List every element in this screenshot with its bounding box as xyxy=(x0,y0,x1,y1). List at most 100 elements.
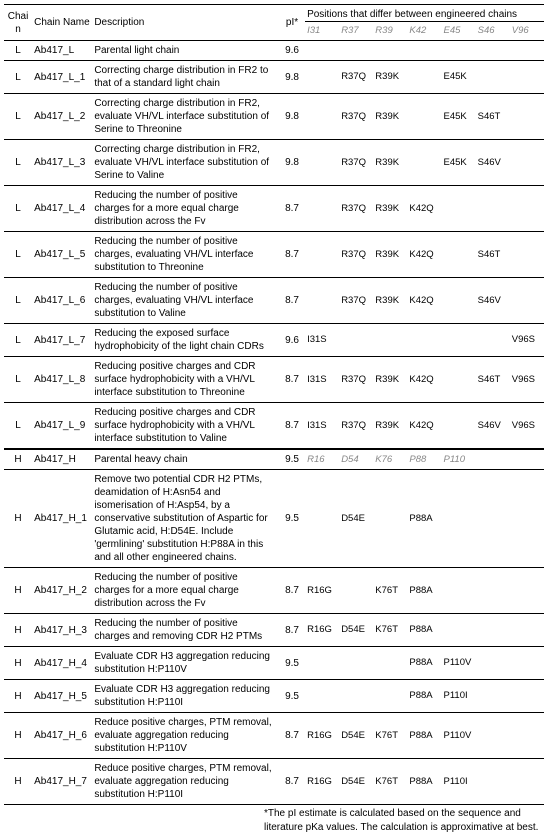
cell-pi: 9.8 xyxy=(279,140,305,186)
cell-pos: R39K xyxy=(373,403,407,450)
table-row: LAb417_L_3Correcting charge distribution… xyxy=(4,140,544,186)
cell-pos xyxy=(476,647,510,680)
pos-header-light-2: R39 xyxy=(373,22,407,41)
table-row: HAb417_H_7Reduce positive charges, PTM r… xyxy=(4,759,544,805)
cell-pos: R39K xyxy=(373,357,407,403)
cell-pos xyxy=(476,713,510,759)
cell-pos xyxy=(476,324,510,357)
cell-pos: I31S xyxy=(305,403,339,450)
cell-pi: 8.7 xyxy=(279,278,305,324)
cell-chain: H xyxy=(4,449,32,470)
cell-pos xyxy=(510,232,544,278)
cell-pos xyxy=(305,470,339,568)
pos-header-heavy-6 xyxy=(510,449,544,470)
pos-header-heavy-4: P110 xyxy=(442,449,476,470)
cell-pos: P88A xyxy=(407,647,441,680)
pos-header-heavy-2: K76 xyxy=(373,449,407,470)
cell-desc: Reducing the exposed surface hydrophobic… xyxy=(92,324,279,357)
cell-pos: K42Q xyxy=(407,232,441,278)
cell-pos: K76T xyxy=(373,568,407,614)
pos-header-light-6: V96 xyxy=(510,22,544,41)
cell-pos xyxy=(510,470,544,568)
cell-pos xyxy=(305,140,339,186)
cell-pos xyxy=(442,41,476,61)
cell-pos xyxy=(407,61,441,94)
cell-pos xyxy=(510,759,544,805)
cell-pi: 9.5 xyxy=(279,647,305,680)
cell-chain: L xyxy=(4,94,32,140)
cell-pos: S46T xyxy=(476,232,510,278)
cell-pos: S46T xyxy=(476,94,510,140)
cell-pos xyxy=(442,324,476,357)
table-row: LAb417_L_9Reducing positive charges and … xyxy=(4,403,544,450)
cell-pi: 9.6 xyxy=(279,41,305,61)
cell-name: Ab417_L_9 xyxy=(32,403,92,450)
cell-pos xyxy=(305,41,339,61)
cell-pos: R37Q xyxy=(339,357,373,403)
cell-pos: D54E xyxy=(339,614,373,647)
cell-pos xyxy=(305,186,339,232)
pos-header-light-5: S46 xyxy=(476,22,510,41)
cell-pi: 9.5 xyxy=(279,449,305,470)
cell-pos: R37Q xyxy=(339,232,373,278)
cell-pos xyxy=(339,324,373,357)
cell-pos: R37Q xyxy=(339,186,373,232)
cell-pos: E45K xyxy=(442,94,476,140)
cell-pos: R37Q xyxy=(339,403,373,450)
cell-pos xyxy=(442,470,476,568)
cell-pos: R39K xyxy=(373,186,407,232)
pos-header-heavy-5 xyxy=(476,449,510,470)
cell-name: Ab417_L_6 xyxy=(32,278,92,324)
col-header-description: Description xyxy=(92,5,279,41)
cell-name: Ab417_L_4 xyxy=(32,186,92,232)
cell-pos xyxy=(510,94,544,140)
cell-pos xyxy=(476,759,510,805)
cell-chain: L xyxy=(4,41,32,61)
cell-pos xyxy=(407,94,441,140)
cell-desc: Correcting charge distribution in FR2, e… xyxy=(92,94,279,140)
cell-pos xyxy=(476,61,510,94)
cell-pos xyxy=(305,278,339,324)
cell-pos xyxy=(442,232,476,278)
cell-pos: S46V xyxy=(476,278,510,324)
cell-pos xyxy=(510,647,544,680)
cell-desc: Reducing the number of positive charges,… xyxy=(92,278,279,324)
cell-pos: P88A xyxy=(407,568,441,614)
cell-desc: Reducing the number of positive charges … xyxy=(92,186,279,232)
cell-chain: H xyxy=(4,759,32,805)
cell-pos: R16G xyxy=(305,568,339,614)
table-header-row: Chain Chain Name Description pI* Positio… xyxy=(4,5,544,22)
cell-pi: 9.6 xyxy=(279,324,305,357)
cell-name: Ab417_L_7 xyxy=(32,324,92,357)
cell-chain: L xyxy=(4,140,32,186)
cell-chain: H xyxy=(4,713,32,759)
cell-pos xyxy=(510,614,544,647)
cell-pos xyxy=(339,568,373,614)
cell-desc: Reducing the number of positive charges,… xyxy=(92,232,279,278)
cell-pos xyxy=(305,61,339,94)
cell-pos: I31S xyxy=(305,324,339,357)
cell-pos xyxy=(442,357,476,403)
cell-pos xyxy=(305,647,339,680)
table-row: LAb417_L_5Reducing the number of positiv… xyxy=(4,232,544,278)
cell-pos: V96S xyxy=(510,403,544,450)
cell-desc: Parental light chain xyxy=(92,41,279,61)
cell-pos: R39K xyxy=(373,140,407,186)
cell-pos xyxy=(476,186,510,232)
cell-pos: E45K xyxy=(442,61,476,94)
cell-pos xyxy=(442,614,476,647)
cell-chain: H xyxy=(4,647,32,680)
cell-pos: K76T xyxy=(373,713,407,759)
cell-pos xyxy=(305,94,339,140)
cell-pos: K76T xyxy=(373,759,407,805)
cell-pos xyxy=(476,614,510,647)
cell-pos xyxy=(339,680,373,713)
cell-pos: E45K xyxy=(442,140,476,186)
cell-name: Ab417_L_1 xyxy=(32,61,92,94)
cell-desc: Reducing positive charges and CDR surfac… xyxy=(92,403,279,450)
cell-pi: 9.5 xyxy=(279,470,305,568)
cell-pos: R16G xyxy=(305,713,339,759)
cell-pos xyxy=(510,140,544,186)
cell-pos xyxy=(339,647,373,680)
cell-pos: R16G xyxy=(305,759,339,805)
